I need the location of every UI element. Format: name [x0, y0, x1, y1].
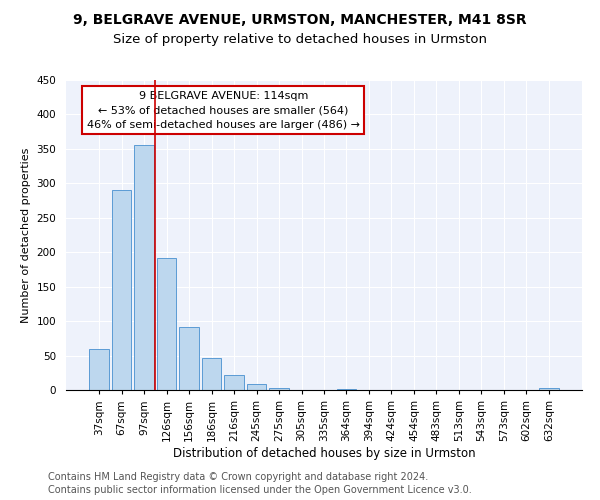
- Bar: [157, 258, 176, 390]
- Bar: [134, 146, 154, 390]
- Bar: [539, 388, 559, 390]
- Bar: [269, 388, 289, 390]
- Y-axis label: Number of detached properties: Number of detached properties: [21, 148, 31, 322]
- Bar: [337, 388, 356, 390]
- Bar: [224, 375, 244, 390]
- Text: 9, BELGRAVE AVENUE, URMSTON, MANCHESTER, M41 8SR: 9, BELGRAVE AVENUE, URMSTON, MANCHESTER,…: [73, 12, 527, 26]
- Bar: [247, 384, 266, 390]
- Text: 9 BELGRAVE AVENUE: 114sqm
← 53% of detached houses are smaller (564)
46% of semi: 9 BELGRAVE AVENUE: 114sqm ← 53% of detac…: [87, 91, 360, 130]
- Bar: [112, 190, 131, 390]
- Text: Size of property relative to detached houses in Urmston: Size of property relative to detached ho…: [113, 32, 487, 46]
- Text: Contains public sector information licensed under the Open Government Licence v3: Contains public sector information licen…: [48, 485, 472, 495]
- Text: Contains HM Land Registry data © Crown copyright and database right 2024.: Contains HM Land Registry data © Crown c…: [48, 472, 428, 482]
- Bar: [202, 358, 221, 390]
- Bar: [179, 328, 199, 390]
- X-axis label: Distribution of detached houses by size in Urmston: Distribution of detached houses by size …: [173, 446, 475, 460]
- Bar: [89, 348, 109, 390]
